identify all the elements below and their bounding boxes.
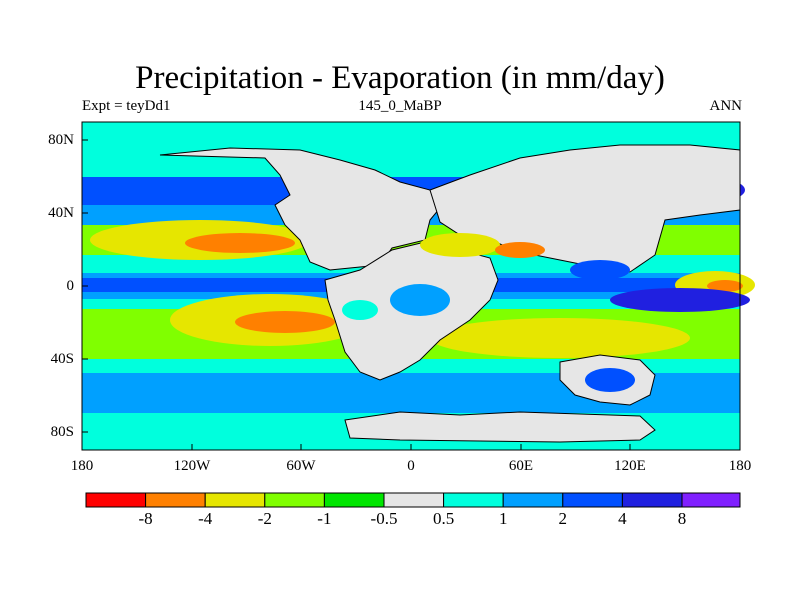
colorbar-swatch: [145, 492, 206, 508]
colorbar-swatch: [383, 492, 445, 508]
colorbar: [85, 492, 741, 508]
colorbar-label: -1: [317, 509, 332, 528]
west-pacific-wet-zone: [610, 288, 750, 312]
lat-label: 80S: [50, 424, 74, 440]
colorbar-swatch: [621, 492, 683, 508]
lon-label: 180: [70, 458, 94, 474]
north-america-landmass: [159, 147, 441, 271]
colorbar-label: 2: [558, 509, 568, 528]
north-pacific-dry-core: [185, 233, 295, 253]
colorbar-swatch: [502, 492, 564, 508]
continental-wet-patch-2: [342, 300, 378, 320]
north-america-dry-interior: [420, 233, 500, 257]
east-pacific-dry-core: [707, 280, 743, 292]
season-label: ANN: [709, 98, 743, 114]
colorbar-label: -8: [138, 509, 153, 528]
colorbar-label: 4: [618, 509, 627, 528]
south-atlantic-dry-zone: [430, 318, 690, 358]
continental-wet-patch-3: [570, 260, 630, 280]
colorbar-label: -0.5: [370, 509, 398, 528]
colorbar-swatch: [443, 492, 504, 508]
colorbar-swatch: [681, 492, 741, 508]
lon-label: 180: [728, 458, 752, 474]
antarctica-landmass: [344, 411, 656, 443]
lon-label: 60W: [286, 458, 316, 474]
lon-label: 60E: [508, 458, 534, 474]
south-pacific-dry-core: [235, 311, 335, 333]
lon-label: 120W: [173, 458, 211, 474]
lat-label: 80N: [48, 132, 74, 148]
colorbar-swatch: [204, 492, 266, 508]
lat-label: 0: [66, 278, 75, 294]
lat-label: 40N: [48, 205, 74, 221]
colorbar-label: -4: [198, 509, 213, 528]
colorbar-swatch: [323, 492, 385, 508]
experiment-label: Expt = teyDd1: [82, 98, 171, 114]
colorbar-swatch: [264, 492, 325, 508]
colorbar-swatch: [562, 492, 623, 508]
colorbar-label: -2: [257, 509, 272, 528]
axis-ticks: [81, 139, 741, 450]
map-title: Precipitation - Evaporation (in mm/day): [135, 60, 665, 96]
colorbar-label: 0.5: [432, 509, 455, 528]
continental-wet-patch-4: [585, 368, 635, 392]
colorbar-swatch: [85, 492, 147, 508]
continental-wet-patch-1: [390, 284, 450, 316]
asia-dry-interior: [495, 242, 545, 258]
lon-label: 0: [407, 458, 415, 474]
lat-label: 40S: [50, 351, 74, 367]
colorbar-label: 8: [677, 509, 687, 528]
period-label: 145_0_MaBP: [358, 98, 442, 114]
map-panel: [81, 121, 755, 451]
lon-label: 120E: [614, 458, 646, 474]
colorbar-label: 1: [498, 509, 508, 528]
